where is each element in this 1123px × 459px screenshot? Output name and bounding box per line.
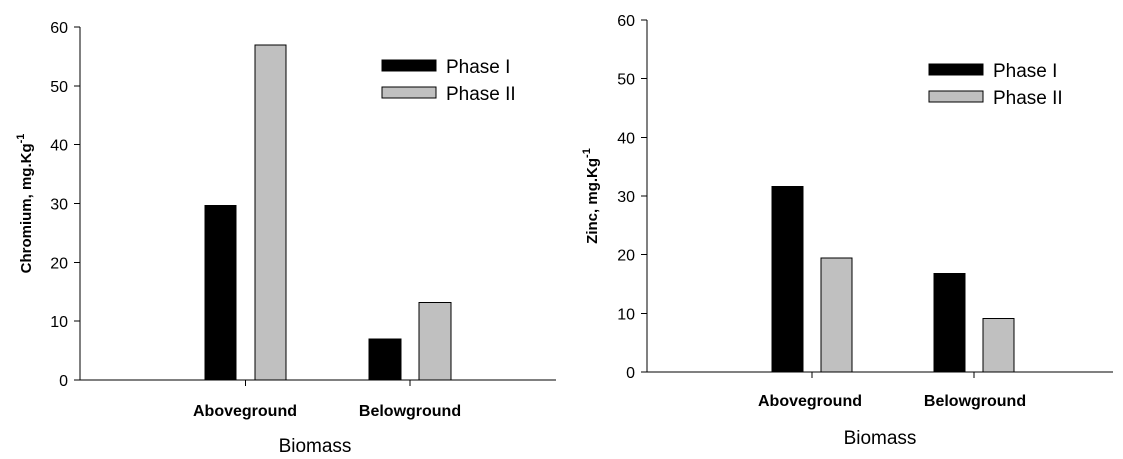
y-tick-label: 40 [50,138,68,155]
x-axis-label: Biomass [844,428,917,449]
y-tick-label: 20 [50,255,68,272]
x-category-label: Belowground [924,393,1026,410]
bar-phase-i-belowground [368,338,402,381]
y-tick-label: 30 [50,197,68,214]
legend-swatch [381,59,437,72]
bar-phase-ii-belowground [418,301,452,381]
bar-phase-ii-aboveground [820,257,853,373]
chromium-panel: 0 10 20 30 40 50 60 Aboveground Belowground Bioma… [15,20,556,457]
legend-swatch [928,90,984,103]
y-tick-label: 60 [50,20,68,37]
y-tick-label: 10 [50,314,68,331]
legend-label: Phase I [993,61,1057,82]
legend-label: Phase II [993,88,1063,109]
legend-swatch [928,63,984,76]
y-tick-label: 50 [617,72,635,89]
zinc-panel: 0 10 20 30 40 50 60 Aboveground Belowground Bioma… [581,13,1113,449]
bar-phase-i-aboveground [771,186,804,373]
y-tick-label: 0 [626,365,635,382]
y-tick-label: 0 [59,373,68,390]
legend-swatch [381,86,437,99]
legend-label: Phase II [446,84,516,105]
y-axis-label: Zinc, mg.Kg-1 [581,148,601,244]
y-tick-label: 40 [617,130,635,147]
x-category-label: Aboveground [758,393,862,410]
y-axis-label: Chromium, mg.Kg-1 [15,134,35,274]
y-tick-label: 60 [617,13,635,30]
x-category-label: Aboveground [193,403,297,420]
bar-phase-i-belowground [933,272,966,373]
x-axis-label: Biomass [279,436,352,457]
bar-phase-ii-aboveground [254,44,287,381]
y-tick-label: 50 [50,79,68,96]
y-tick-label: 30 [617,189,635,206]
bar-phase-i-aboveground [204,204,237,381]
bar-phase-ii-belowground [982,318,1015,373]
y-tick-label: 20 [617,248,635,265]
legend-label: Phase I [446,57,510,78]
x-category-label: Belowground [359,403,461,420]
y-tick-label: 10 [617,306,635,323]
